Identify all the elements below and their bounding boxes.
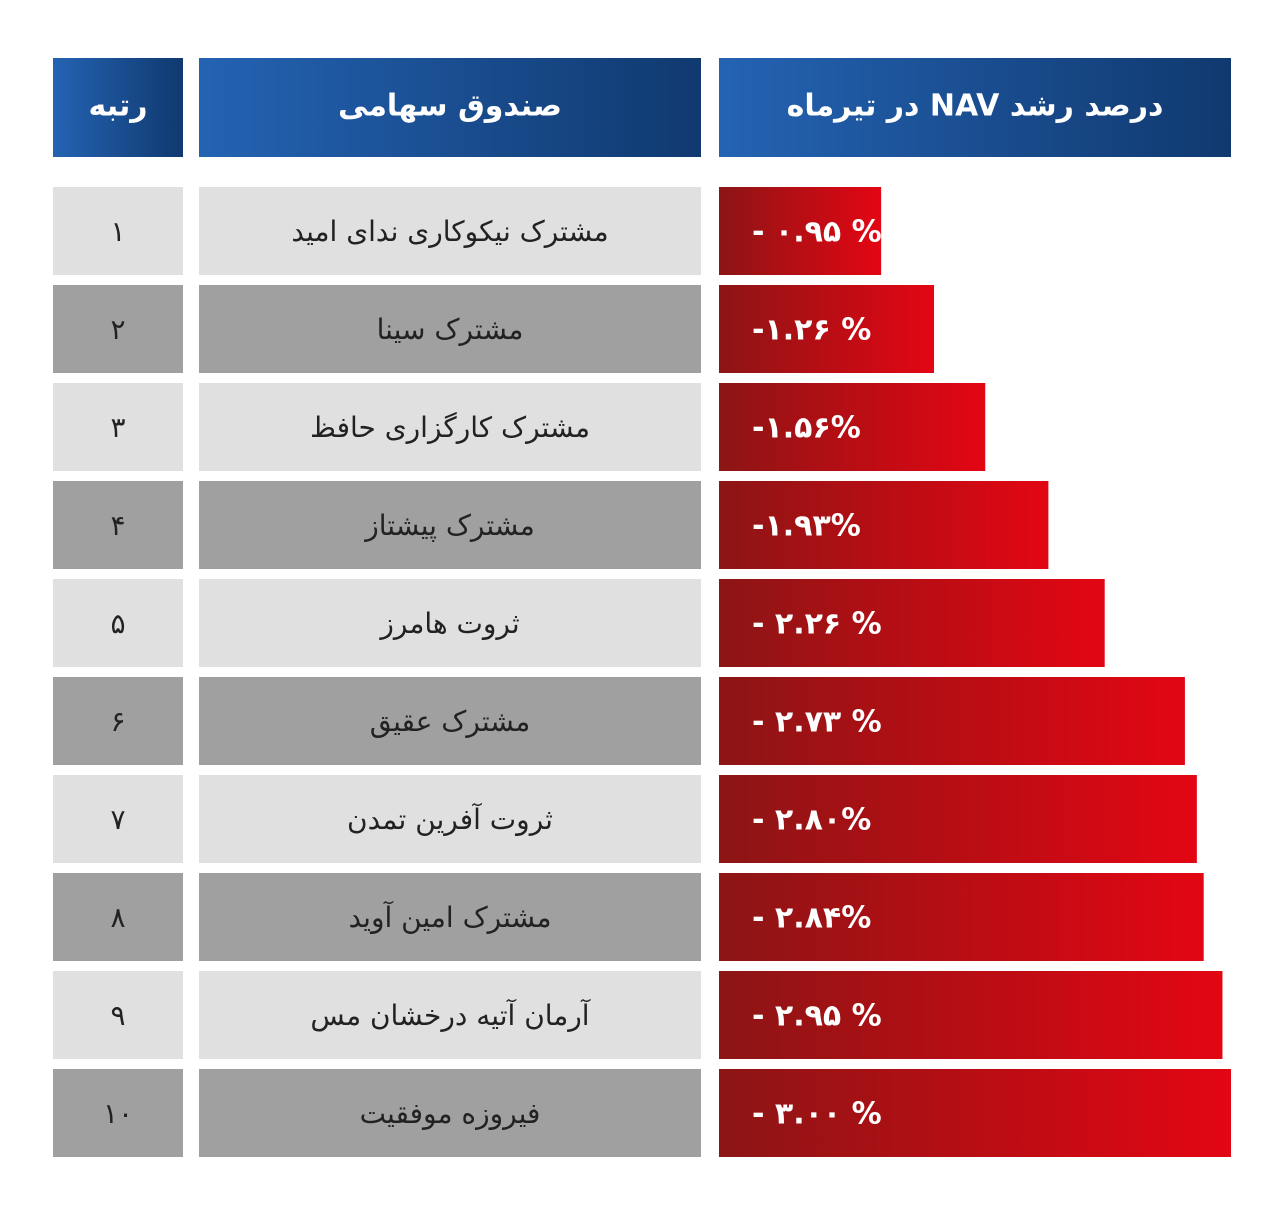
fund-name: ثروت هامرز	[378, 607, 519, 640]
header-label: رتبه	[89, 89, 148, 124]
rank: ۲	[110, 313, 125, 346]
value-label: -۱.۲۶ %	[752, 313, 871, 348]
rank: ۵	[110, 607, 125, 640]
rank-cell	[53, 481, 183, 569]
bar	[719, 775, 1197, 863]
fund-cell	[199, 285, 701, 373]
bar	[719, 971, 1223, 1059]
rank: ۶	[110, 705, 125, 738]
fund-name: فیروزه موفقیت	[360, 1097, 541, 1130]
bar	[719, 873, 1204, 961]
fund-name: مشترک کارگزاری حافظ	[310, 411, 590, 444]
bar	[719, 285, 935, 373]
header-cell	[53, 58, 183, 157]
bar	[719, 1069, 1231, 1157]
fund-name: مشترک عقیق	[370, 705, 531, 738]
value-label: -۱.۵۶%	[752, 411, 861, 446]
bar	[719, 187, 882, 275]
bar	[719, 481, 1049, 569]
header-label: صندوق سهامی	[338, 89, 562, 124]
bar	[719, 383, 986, 471]
rank: ۳	[110, 411, 125, 444]
header-cell	[199, 58, 701, 157]
rank-cell	[53, 1069, 183, 1157]
rank: ۴	[110, 509, 125, 542]
fund-name: ثروت آفرین تمدن	[347, 803, 553, 836]
value-label: - ۲.۸۴%	[752, 901, 871, 936]
rank: ۸	[110, 901, 125, 934]
rank-cell	[53, 677, 183, 765]
value-label: - ۲.۲۶ %	[752, 607, 882, 642]
fund-name: مشترک سینا	[377, 313, 524, 346]
rank-cell	[53, 775, 183, 863]
fund-name: مشترک امین آوید	[348, 901, 551, 934]
rank-cell	[53, 383, 183, 471]
fund-name: آرمان آتیه درخشان مس	[310, 999, 590, 1032]
rank: ۹	[110, 999, 125, 1032]
rank: ۷	[110, 803, 125, 836]
rank: ۱۰	[103, 1097, 133, 1130]
fund-name: مشترک پیشتاز	[363, 509, 535, 542]
rank: ۱	[110, 215, 125, 248]
fund-cell	[199, 775, 701, 863]
header-cell	[719, 58, 1231, 157]
rank-cell	[53, 285, 183, 373]
value-label: - ۰.۹۵ %	[752, 215, 882, 250]
value-label: - ۲.۷۳ %	[752, 705, 882, 740]
fund-cell	[199, 383, 701, 471]
rank-cell	[53, 971, 183, 1059]
bar	[719, 677, 1185, 765]
fund-cell	[199, 1069, 701, 1157]
value-label: - ۲.۸۰%	[752, 803, 871, 838]
value-label: -۱.۹۳%	[752, 509, 861, 544]
value-label: - ۲.۹۵ %	[752, 999, 882, 1034]
header-label: درصد رشد NAV در تیرماه	[787, 89, 1164, 124]
fund-cell	[199, 187, 701, 275]
fund-cell	[199, 579, 701, 667]
rank-cell	[53, 187, 183, 275]
fund-cell	[199, 481, 701, 569]
value-label: - ۳.۰۰ %	[752, 1097, 882, 1132]
bar	[719, 579, 1105, 667]
rank-cell	[53, 579, 183, 667]
fund-cell	[199, 873, 701, 961]
fund-cell	[199, 677, 701, 765]
fund-name: مشترک نیکوکاری ندای امید	[291, 215, 608, 248]
rank-cell	[53, 873, 183, 961]
fund-cell	[199, 971, 701, 1059]
